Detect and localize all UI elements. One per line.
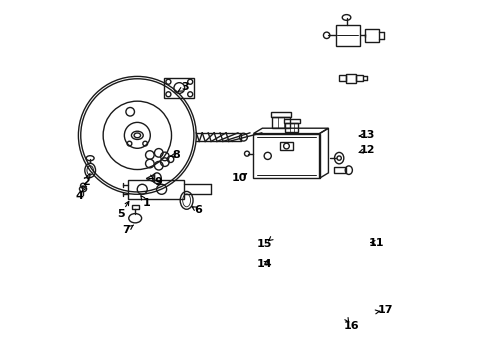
Text: 14: 14: [256, 259, 271, 269]
Text: 13: 13: [359, 130, 375, 140]
Text: 10: 10: [231, 173, 246, 183]
Text: 5: 5: [117, 209, 125, 219]
Text: 6: 6: [194, 205, 202, 215]
Text: 7: 7: [122, 225, 130, 235]
Bar: [253, 134, 319, 178]
Bar: [164, 78, 194, 98]
Bar: [345, 73, 355, 83]
Text: 17: 17: [377, 305, 392, 315]
Bar: [365, 29, 378, 42]
Bar: [335, 24, 359, 46]
Bar: [270, 112, 290, 117]
Bar: [333, 167, 346, 173]
Bar: [284, 119, 299, 123]
Text: 12: 12: [359, 145, 375, 155]
Text: 3: 3: [182, 82, 189, 92]
Bar: [355, 75, 363, 81]
Text: 8: 8: [172, 150, 180, 160]
Text: 11: 11: [368, 238, 384, 248]
Bar: [272, 117, 289, 128]
Bar: [280, 142, 292, 150]
Text: 16: 16: [343, 321, 359, 332]
Bar: [128, 180, 183, 199]
Text: 1: 1: [142, 198, 150, 208]
Bar: [339, 75, 345, 81]
Text: 4: 4: [75, 191, 83, 201]
Text: 9: 9: [155, 177, 163, 187]
Text: 2: 2: [81, 177, 89, 187]
Text: 15: 15: [256, 239, 271, 249]
Bar: [131, 205, 139, 209]
Bar: [285, 123, 298, 132]
